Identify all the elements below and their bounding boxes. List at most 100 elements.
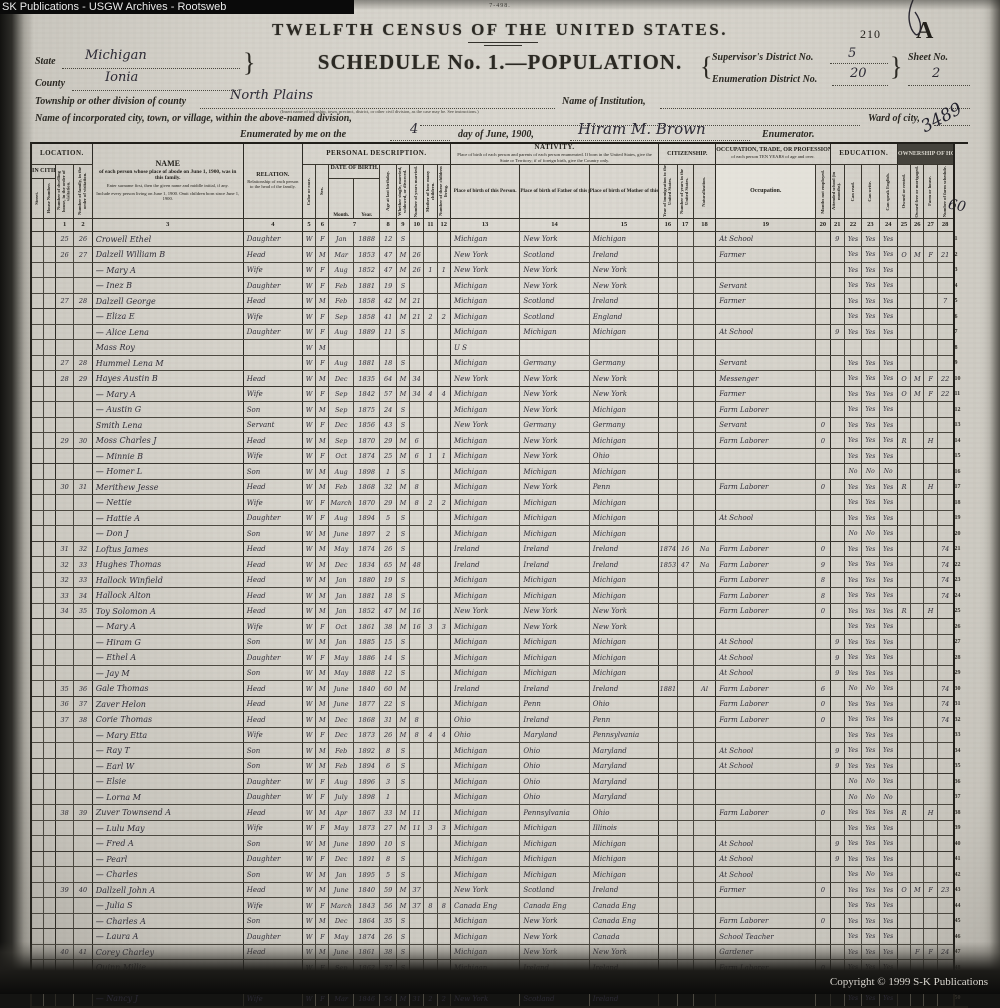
cell-attended-school — [829, 990, 845, 1008]
cell-marital-status: S — [395, 866, 411, 883]
cell-marital-status: S — [395, 540, 411, 558]
cell-owned-rented — [896, 633, 912, 651]
cell-farm-schedule — [936, 804, 955, 821]
state-line — [62, 67, 240, 69]
cell-farm-or-house — [923, 277, 938, 294]
cell-farm-schedule — [936, 757, 955, 775]
cell-marital-status: M — [395, 881, 411, 899]
cell-can-write: Yes — [861, 416, 880, 434]
cell-name: — Jay M — [91, 664, 244, 682]
cell-mother-of-children — [423, 246, 438, 263]
enumerated-prefix: Enumerated by me on the — [240, 129, 347, 140]
cell-farm-or-house — [923, 835, 938, 852]
cell-sex: M — [315, 246, 330, 263]
cell-mother-birthplace: Michigan — [588, 649, 660, 666]
cell-marital-status: M — [395, 680, 411, 697]
cell-years-married — [409, 912, 425, 930]
cell-years-married — [409, 835, 425, 852]
col-pob-mother: Place of birth of Mother of this person. — [588, 163, 660, 219]
cell-immigration-year — [658, 308, 678, 325]
cell-birth-month: Sep — [328, 401, 354, 418]
cell-marital-status: M — [395, 385, 411, 403]
cell-free-mortgaged — [910, 695, 925, 713]
cell-sex: F — [315, 277, 330, 294]
cell-farm-schedule — [936, 850, 955, 868]
cell-occupation — [715, 618, 817, 635]
cell-mother-of-children: 4 — [423, 726, 438, 744]
col-farm-schedule: Number of farm schedule. — [936, 163, 955, 219]
cell-children-living — [436, 246, 451, 263]
cell-children-living — [436, 804, 451, 821]
cell-name: — Earl W — [91, 757, 244, 775]
cell-dwelling-number — [54, 742, 75, 759]
cell-house-number — [42, 974, 56, 992]
row-number: 26 — [954, 623, 961, 630]
cell-age: 22 — [379, 695, 397, 713]
cell-marital-status: S — [395, 354, 411, 372]
cell-can-read: Yes — [843, 850, 863, 868]
cell-house-number — [42, 897, 56, 914]
cell-mother-birthplace: Penn — [588, 711, 660, 728]
cell-name: — Charles — [91, 866, 244, 883]
cell-can-read: Yes — [843, 416, 863, 434]
cell-owned-rented — [896, 742, 912, 759]
cell-dwelling-number: 35 — [54, 680, 75, 697]
cell-months-not-employed — [815, 354, 831, 372]
cell-years-married — [409, 928, 425, 945]
cell-months-not-employed — [815, 292, 831, 310]
cell-months-not-employed — [815, 943, 831, 961]
col-month: Month. — [328, 177, 354, 219]
cell-street — [30, 447, 44, 465]
cell-naturalization — [692, 633, 717, 651]
cell-can-speak-english: Yes — [878, 819, 898, 837]
cell-naturalization — [692, 711, 717, 728]
cell-street — [30, 525, 44, 542]
cell-years-in-us — [676, 478, 694, 496]
cell-can-read: Yes — [843, 230, 863, 248]
cell-owned-rented: R — [896, 804, 912, 821]
cell-mother-birthplace: Michigan — [588, 664, 660, 682]
cell-mother-of-children — [423, 959, 438, 976]
cell-farm-or-house — [923, 261, 938, 279]
table-row: Smith Lena Servant W F Dec 1856 43 S New York Ger… — [30, 416, 968, 434]
cell-years-in-us — [676, 757, 694, 775]
cell-can-speak-english: Yes — [878, 881, 898, 899]
cell-relation — [242, 959, 303, 976]
cell-birth-month: Feb — [328, 742, 354, 759]
cell-months-not-employed: 0 — [815, 432, 831, 449]
cell-naturalization — [692, 323, 717, 341]
cell-birth-month: Feb — [328, 277, 354, 294]
cell-occupation: Servant — [715, 354, 817, 372]
cell-naturalization — [692, 726, 717, 744]
cell-years-married: 6 — [409, 432, 425, 449]
cell-attended-school — [829, 866, 845, 883]
cell-children-living — [436, 711, 451, 728]
cell-mother-birthplace: Michigan — [588, 850, 660, 868]
cell-birth-month: June — [328, 881, 354, 899]
cell-immigration-year — [658, 587, 678, 604]
row-number: 36 — [954, 778, 961, 785]
cell-street — [30, 571, 44, 589]
cell-can-speak-english: Yes — [878, 478, 898, 496]
cell-birth-year: 1892 — [352, 742, 381, 759]
cell-relation: Head — [242, 587, 303, 604]
cell-name: — Hiram G — [91, 633, 244, 651]
cell-house-number — [42, 246, 56, 263]
cell-mother-of-children — [423, 881, 438, 899]
cell-occupation: At School — [715, 664, 817, 682]
cell-place-of-birth: Ireland — [449, 540, 521, 558]
cell-sex: M — [315, 370, 330, 387]
col-read: Can read. — [843, 163, 863, 219]
cell-can-speak-english: Yes — [878, 277, 898, 294]
table-row: — Fred A Son W M June 1890 10 S Michigan Michigan… — [30, 835, 968, 852]
cell-months-not-employed — [815, 742, 831, 759]
cell-name: — Julia S — [91, 897, 244, 914]
cell-name: — Ray T — [91, 742, 244, 759]
cell-years-married: 8 — [409, 494, 425, 511]
cell-can-speak-english: Yes — [878, 571, 898, 589]
cell-occupation — [715, 308, 817, 325]
cell-can-speak-english: Yes — [878, 928, 898, 945]
col-num-14: 14 — [519, 217, 590, 232]
name-desc-1: of each person whose place of abode on J… — [99, 169, 237, 182]
cell-mother-birthplace: Michigan — [588, 571, 660, 589]
